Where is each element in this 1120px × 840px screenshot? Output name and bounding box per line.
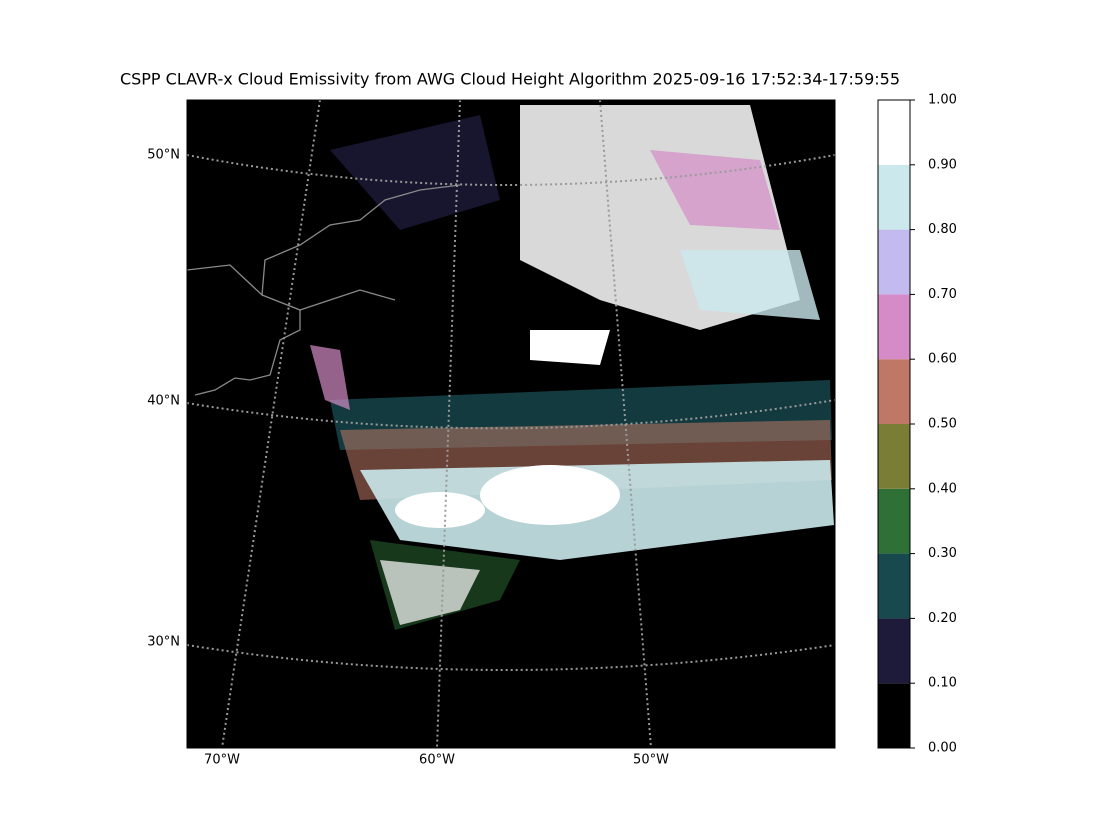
colorbar-segment	[878, 424, 910, 489]
lat-label: 50°N	[147, 148, 180, 163]
colorbar-segment	[878, 164, 910, 230]
colorbar-tick-label: 0.00	[928, 741, 957, 756]
map: 50°N 40°N 30°N 70°W 60°W 50°W	[147, 99, 836, 768]
colorbar-segment	[878, 618, 910, 684]
coastline	[187, 184, 461, 396]
map-title: CSPP CLAVR-x Cloud Emissivity from AWG C…	[120, 70, 900, 89]
colorbar-tick-label: 0.50	[928, 417, 957, 432]
colorbar-tick-label: 0.20	[928, 611, 957, 626]
meridian	[599, 100, 652, 748]
colorbar-tick-label: 0.80	[928, 222, 957, 237]
lon-label: 60°W	[419, 753, 455, 768]
lon-label: 70°W	[204, 753, 240, 768]
colorbar-segment	[878, 553, 910, 619]
clouds	[310, 105, 834, 630]
colorbar-tick-label: 1.00	[928, 93, 957, 108]
colorbar-segment	[878, 229, 910, 295]
meridian	[436, 100, 461, 748]
colorbar-tick-label: 0.70	[928, 287, 957, 302]
parallel	[187, 154, 835, 186]
colorbar-tick-label: 0.90	[928, 157, 957, 172]
map-frame	[186, 99, 836, 749]
colorbar-segment	[878, 683, 910, 748]
colorbar-segment	[878, 100, 910, 165]
lat-label: 40°N	[147, 394, 180, 409]
colorbar-segment	[878, 294, 910, 360]
parallel	[187, 644, 835, 671]
meridian	[221, 100, 321, 748]
colorbar-tick-label: 0.30	[928, 546, 957, 561]
parallel	[187, 399, 835, 430]
colorbar-tick-label: 0.40	[928, 481, 957, 496]
colorbar-segment	[878, 359, 910, 424]
colorbar: 0.00 0.10 0.20 0.30 0.40 0.50 0.60 0.70 0.80 0.90…	[877, 93, 957, 756]
lon-label: 50°W	[633, 753, 669, 768]
colorbar-tick-label: 0.60	[928, 352, 957, 367]
colorbar-segment	[878, 488, 910, 554]
lat-label: 30°N	[147, 635, 180, 650]
colorbar-tick-label: 0.10	[928, 676, 957, 691]
